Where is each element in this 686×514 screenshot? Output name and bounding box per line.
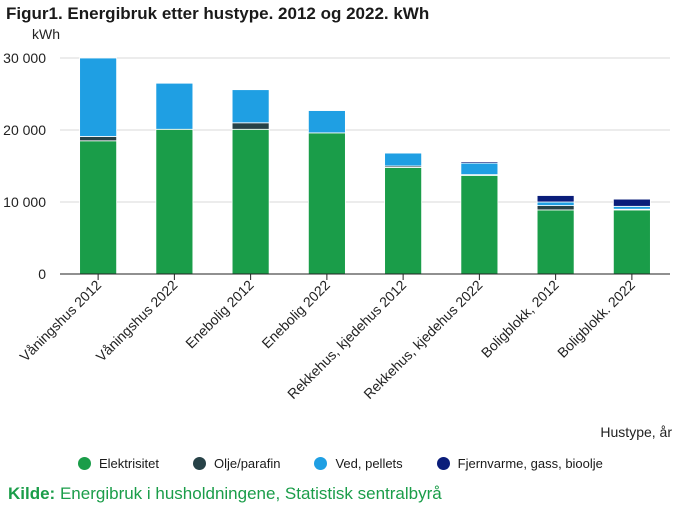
- source-line: Kilde: Energibruk i husholdningene, Stat…: [8, 484, 442, 504]
- bar-segment-fjernvarme: [460, 161, 499, 164]
- bar-segment-ved: [460, 162, 499, 176]
- y-tick-label: 20 000: [3, 122, 46, 138]
- x-tick-label: Boligblokk, 2012: [478, 277, 562, 361]
- legend-marker-fjernvarme: [436, 457, 450, 470]
- bar-segment-elektrisitet: [79, 140, 118, 275]
- legend-item-fjernvarme: Fjernvarme, gass, bioolje: [436, 456, 603, 471]
- bar-segment-fjernvarme: [536, 195, 575, 203]
- legend-label-ved-pellets: Ved, pellets: [335, 456, 403, 471]
- bar-segment-elektrisitet: [231, 128, 270, 275]
- y-axis-unit-label: kWh: [32, 26, 60, 42]
- stacked-bar-chart: 0 10 000 20 000 30 000 Våningshus 2012Våning…: [3, 26, 672, 440]
- bar-segment-ved: [155, 82, 194, 130]
- x-tick-label: Enebolig 2012: [182, 277, 257, 352]
- bar-segment-elektrisitet: [155, 128, 194, 275]
- chart-title: Figur1. Energibruk etter hustype. 2012 o…: [6, 4, 430, 23]
- legend-label-fjernvarme: Fjernvarme, gass, bioolje: [457, 456, 603, 471]
- bar-segment-elektrisitet: [536, 209, 575, 275]
- bar-segment-ved: [612, 205, 651, 210]
- bar-segment-ved: [536, 201, 575, 206]
- bar-segment-olje: [231, 122, 270, 130]
- bar-segment-ved: [307, 110, 346, 134]
- bar-segment-ved: [79, 57, 118, 137]
- x-axis-title: Hustype, år: [600, 424, 672, 440]
- bar-segment-elektrisitet: [384, 167, 423, 275]
- bar-segment-elektrisitet: [612, 209, 651, 275]
- legend-marker-ved-pellets: [314, 457, 328, 470]
- bar-segment-olje: [79, 136, 118, 142]
- bar-segment-fjernvarme: [612, 198, 651, 207]
- bar-segment-olje: [536, 205, 575, 211]
- legend-item-ved-pellets: Ved, pellets: [314, 456, 403, 471]
- x-tick-label: Våningshus 2012: [16, 277, 104, 365]
- legend-marker-olje-parafin: [192, 457, 206, 470]
- legend-label-olje-parafin: Olje/parafin: [213, 456, 281, 471]
- x-tick-label: Våningshus 2022: [93, 277, 181, 365]
- bar-segment-fjernvarme: [384, 151, 423, 154]
- source-text: Energibruk i husholdningene, Statistisk …: [59, 484, 442, 503]
- bar-segment-ved: [231, 89, 270, 124]
- legend-item-olje-parafin: Olje/parafin: [192, 456, 281, 471]
- legend: Elektrisitet Olje/parafin Ved, pellets F…: [78, 456, 603, 471]
- source-key: Kilde:: [8, 484, 56, 503]
- bars-layer: [79, 57, 651, 275]
- x-tick-label: Boligblokk. 2022: [554, 277, 638, 361]
- y-tick-label: 30 000: [3, 50, 46, 66]
- y-tick-label: 0: [38, 266, 46, 282]
- grid-layer: [60, 57, 670, 203]
- bar-segment-elektrisitet: [460, 174, 499, 275]
- y-tick-label: 10 000: [3, 194, 46, 210]
- bar-segment-elektrisitet: [307, 132, 346, 275]
- legend-label-elektrisitet: Elektrisitet: [99, 456, 159, 471]
- legend-item-elektrisitet: Elektrisitet: [78, 456, 159, 471]
- bar-segment-ved: [384, 152, 423, 167]
- legend-marker-elektrisitet: [78, 457, 91, 470]
- x-tick-label: Enebolig 2022: [258, 277, 333, 352]
